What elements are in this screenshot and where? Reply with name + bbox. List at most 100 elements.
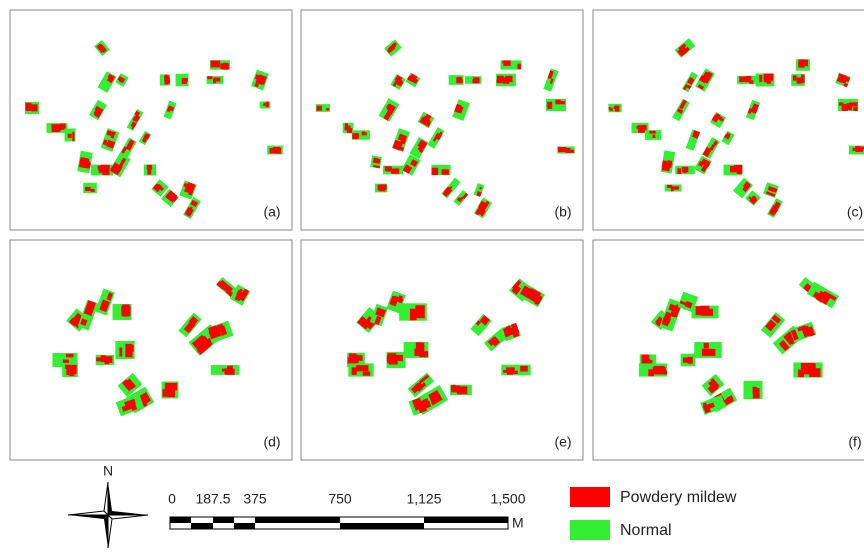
field-mildew	[121, 306, 131, 316]
map-panel: (a)	[9, 9, 293, 231]
panel-frame	[592, 239, 864, 461]
field-normal	[500, 60, 522, 70]
field-mildew	[402, 164, 413, 174]
field-mildew	[809, 368, 821, 378]
field	[403, 342, 429, 358]
field-mildew	[853, 107, 858, 111]
field-mildew	[752, 386, 757, 394]
field-mildew	[790, 329, 799, 341]
field-mildew	[703, 342, 709, 349]
field	[115, 393, 145, 417]
field	[386, 351, 406, 369]
field-mildew	[210, 60, 221, 68]
field-mildew	[670, 188, 674, 192]
field-normal	[315, 104, 331, 112]
field-mildew	[134, 110, 141, 117]
field	[557, 146, 575, 154]
field-mildew	[260, 75, 265, 80]
field-mildew	[729, 166, 739, 173]
scale-label: 750	[328, 491, 352, 507]
field-mildew	[475, 320, 482, 326]
field-mildew	[263, 103, 269, 106]
field	[138, 130, 152, 146]
field	[644, 130, 662, 140]
field	[464, 76, 482, 84]
field	[382, 165, 404, 175]
map-panel: (f)	[592, 239, 864, 461]
field-mildew	[134, 114, 141, 120]
field-mildew	[96, 357, 103, 362]
field	[417, 111, 435, 129]
field	[672, 98, 690, 122]
field	[745, 190, 761, 206]
field	[795, 59, 811, 71]
field-mildew	[771, 206, 779, 215]
field-mildew	[479, 186, 483, 190]
field-mildew	[748, 196, 754, 202]
field	[384, 39, 402, 57]
field-mildew	[742, 183, 751, 193]
field-mildew	[520, 365, 528, 372]
field-mildew	[848, 102, 858, 107]
field-mildew	[190, 199, 198, 207]
field-mildew	[118, 76, 125, 82]
field-mildew	[511, 284, 522, 295]
field-mildew	[517, 63, 521, 70]
scale-label: 0	[168, 491, 176, 507]
field-mildew	[386, 48, 392, 54]
scale-label: 187.5	[195, 491, 230, 507]
field-mildew	[387, 47, 393, 53]
scale-label: 1,125	[406, 491, 441, 507]
field	[91, 164, 113, 176]
field-mildew	[71, 364, 77, 375]
field	[543, 68, 559, 92]
field-mildew	[700, 71, 713, 84]
field-mildew	[709, 380, 718, 389]
field	[161, 189, 179, 207]
field-mildew	[417, 142, 426, 152]
panel-label: (c)	[847, 204, 863, 220]
field-mildew	[130, 121, 136, 128]
field	[638, 363, 668, 377]
field-mildew	[747, 107, 753, 114]
scale-segment	[213, 517, 234, 523]
field-mildew	[778, 339, 790, 352]
field-mildew	[503, 60, 511, 66]
field-mildew	[451, 384, 456, 392]
field-mildew	[412, 397, 424, 411]
field	[694, 342, 722, 358]
field-mildew	[822, 290, 837, 301]
field-mildew	[66, 366, 70, 376]
field	[100, 128, 120, 152]
field	[473, 197, 493, 219]
field-mildew	[698, 160, 705, 168]
field	[94, 39, 110, 57]
field-mildew	[473, 77, 480, 83]
field-mildew	[807, 363, 816, 373]
panel-label: (a)	[263, 204, 280, 220]
field-mildew	[462, 192, 468, 199]
field-mildew	[352, 133, 359, 140]
field-mildew	[648, 369, 655, 377]
field-mildew	[671, 186, 679, 190]
field-mildew	[182, 78, 188, 82]
field-mildew	[69, 318, 81, 329]
field-mildew	[125, 378, 136, 390]
field	[229, 284, 251, 306]
field-mildew	[669, 310, 677, 318]
field-mildew	[765, 319, 777, 332]
field-mildew	[682, 357, 690, 363]
field	[179, 180, 197, 200]
field-mildew	[424, 113, 432, 121]
field-mildew	[438, 131, 443, 136]
field-mildew	[676, 108, 684, 114]
field-mildew	[679, 99, 687, 110]
field-mildew	[456, 390, 463, 395]
field-mildew	[684, 301, 693, 309]
field-mildew	[162, 389, 171, 397]
field	[64, 128, 76, 142]
field	[473, 182, 485, 198]
field-mildew	[208, 325, 220, 339]
field	[206, 76, 224, 84]
field	[77, 299, 99, 331]
